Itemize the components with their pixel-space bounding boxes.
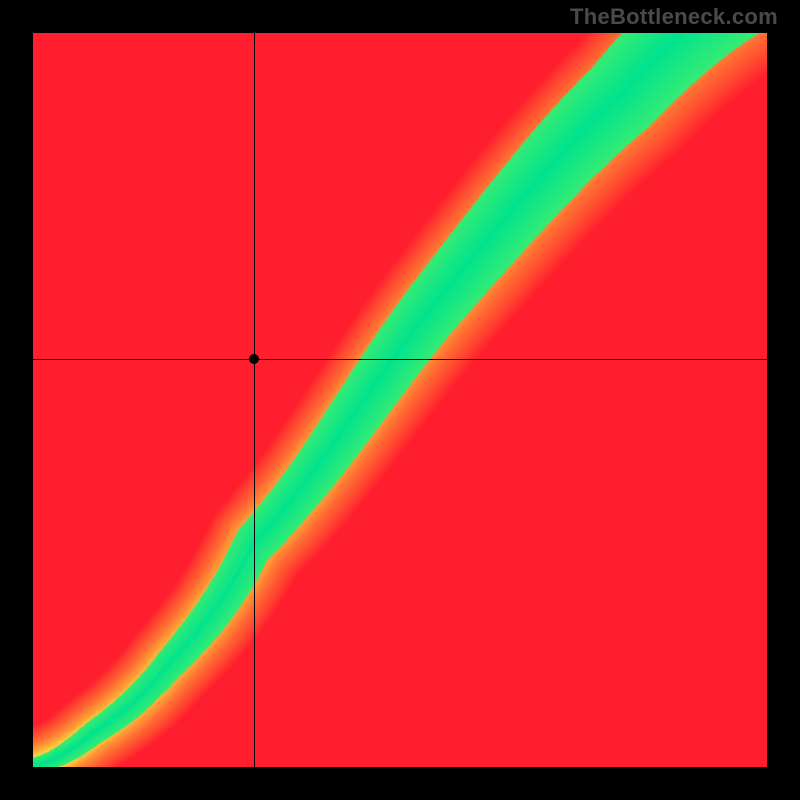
heatmap-canvas (33, 33, 767, 767)
chart-frame: TheBottleneck.com (0, 0, 800, 800)
watermark-text: TheBottleneck.com (570, 4, 778, 30)
crosshair-marker (249, 354, 259, 364)
crosshair-horizontal (33, 359, 767, 360)
plot-area (33, 33, 767, 767)
crosshair-vertical (254, 33, 255, 767)
